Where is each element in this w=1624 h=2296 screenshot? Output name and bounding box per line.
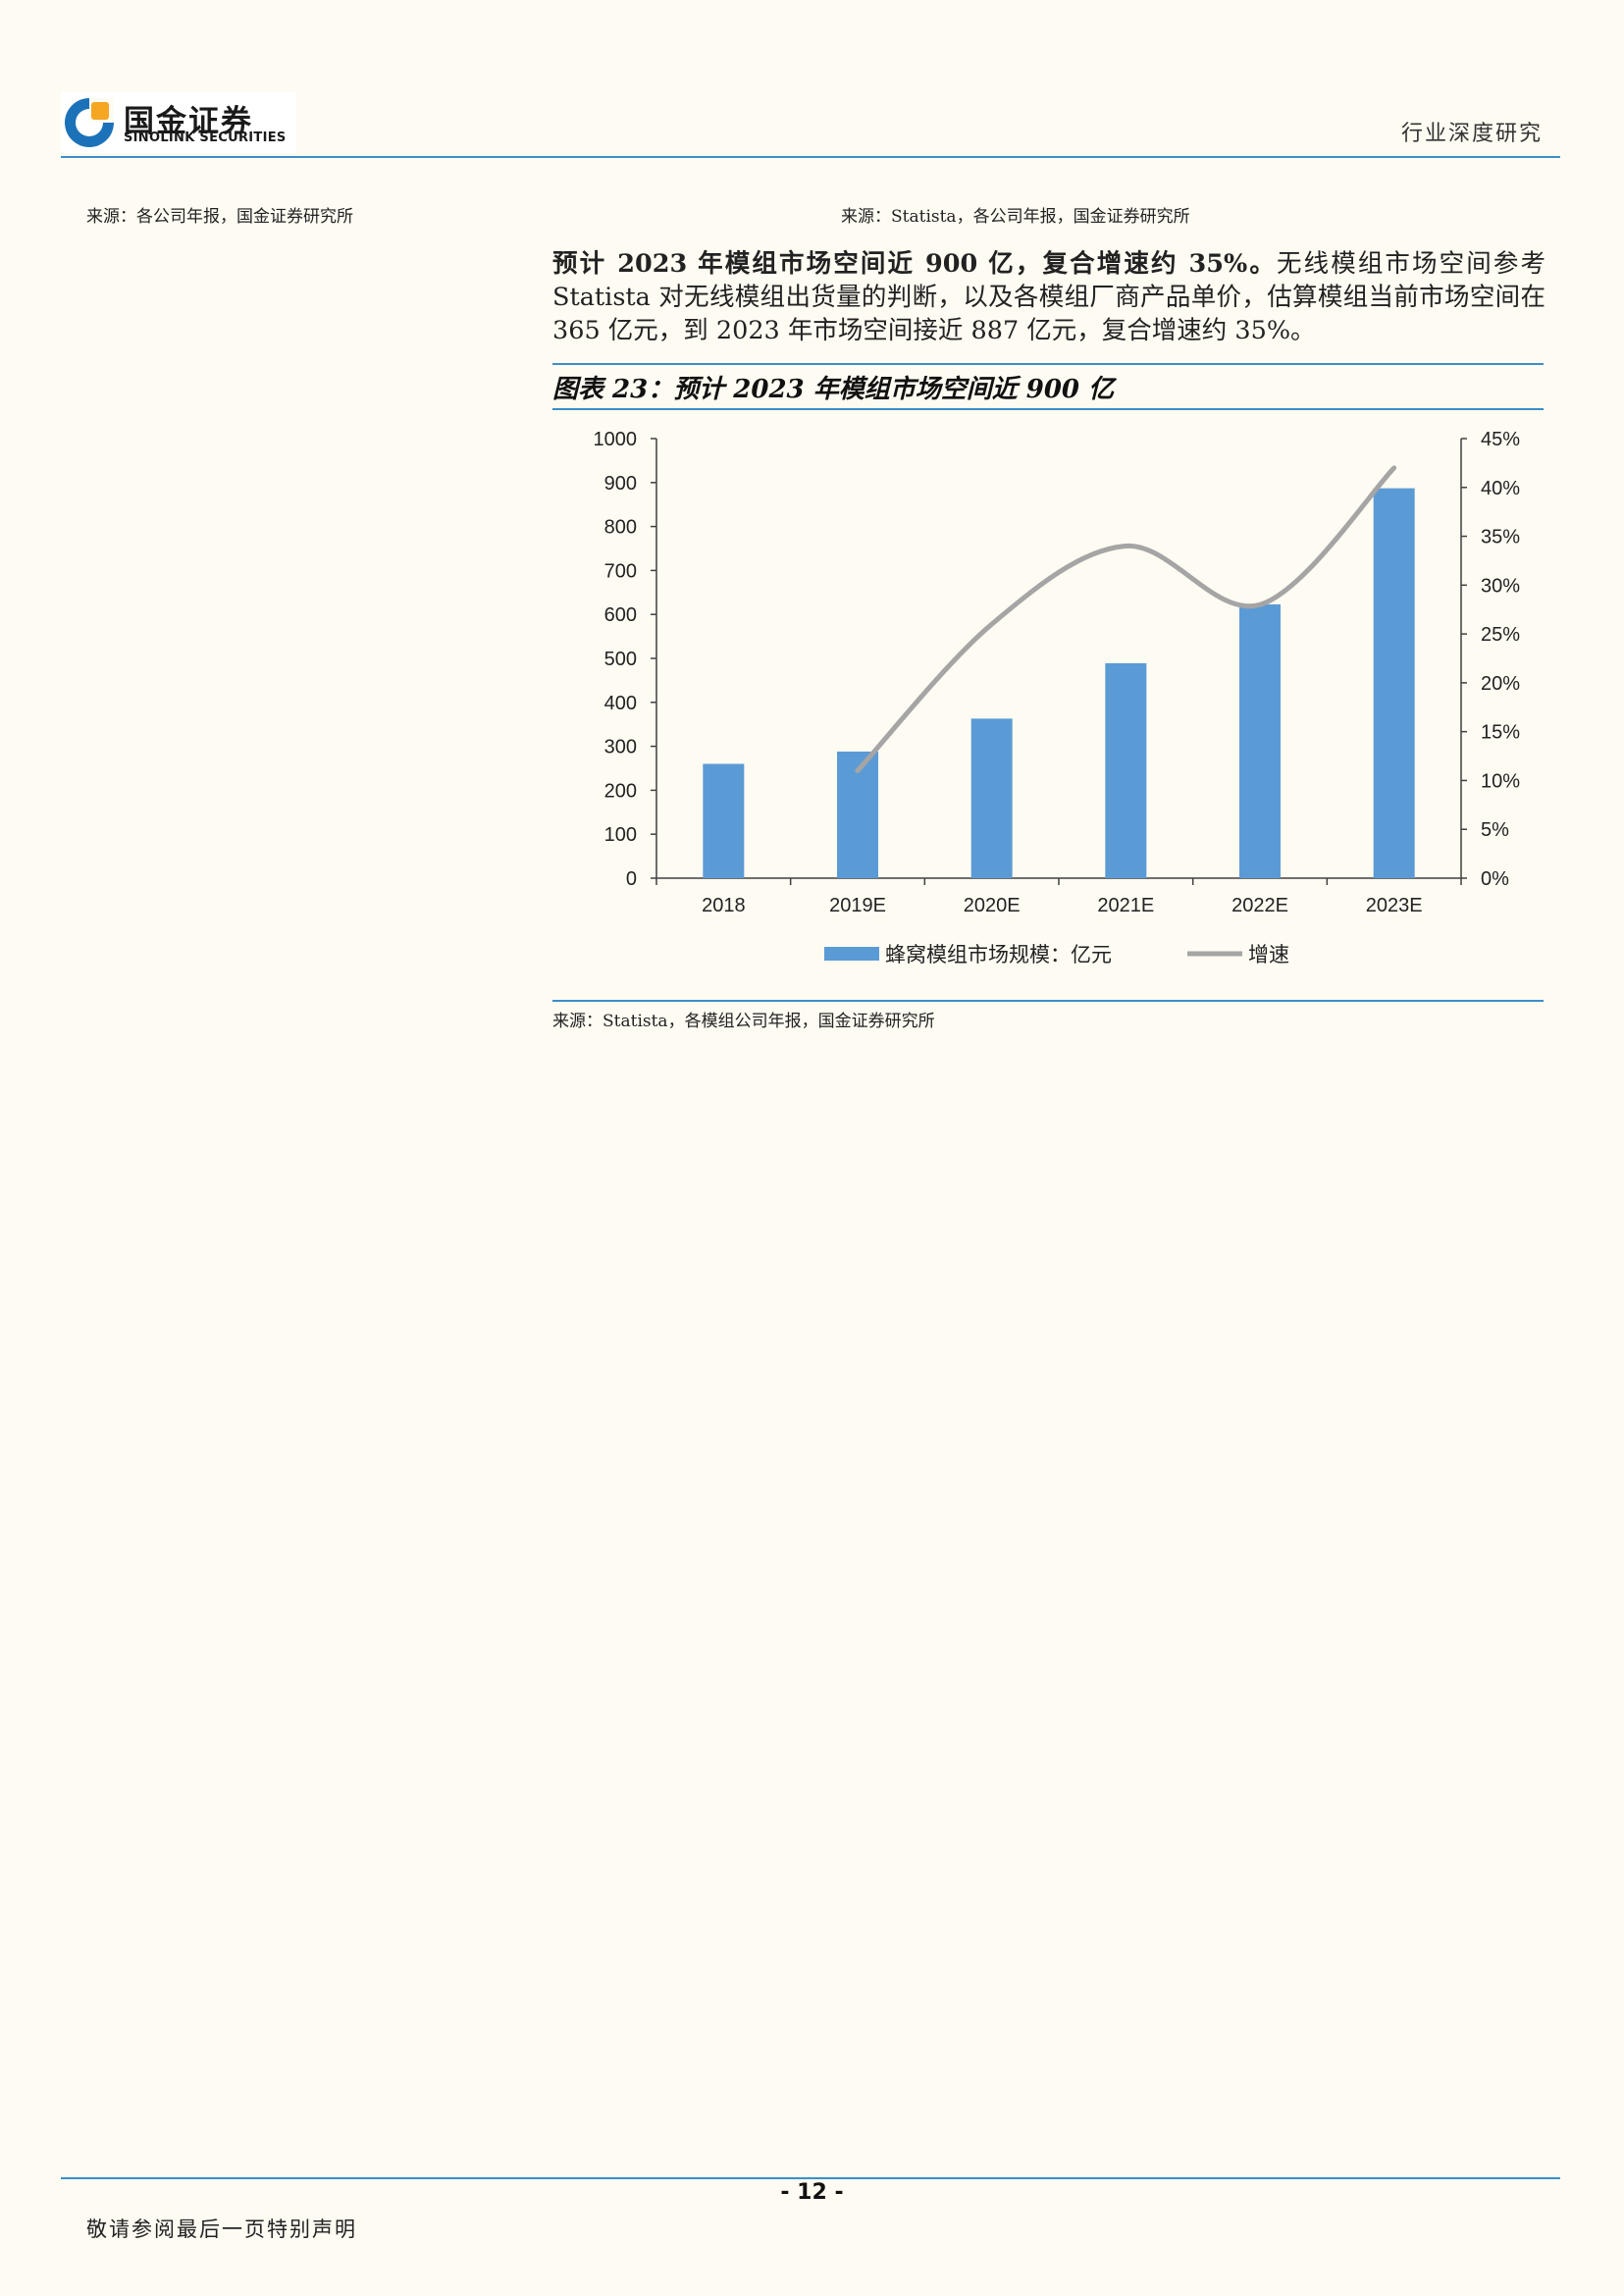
left-axis-tick-label: 100 (604, 824, 637, 846)
left-axis-tick-label: 400 (604, 693, 637, 714)
paragraph-body: 无线模组市场空间参考 Statista 对无线模组出货量的判断，以及各模组厂商产… (552, 249, 1545, 345)
report-type: 行业深度研究 (1400, 122, 1543, 146)
left-axis-tick-label: 0 (626, 868, 637, 890)
bar-2018 (703, 763, 745, 878)
right-axis-tick-label: 5% (1481, 819, 1509, 841)
figure-top-rule (552, 363, 1544, 365)
logo-english-name: SINOLINK SECURITIES (124, 130, 287, 145)
x-axis-label: 2022E (1231, 895, 1288, 916)
source-note-right: 来源：Statista，各公司年报，国金证券研究所 (841, 207, 1190, 227)
figure-title-rule (552, 408, 1544, 410)
right-axis-tick-label: 20% (1481, 673, 1520, 695)
page-number: - 12 - (780, 2180, 844, 2205)
x-axis-label: 2018 (702, 895, 746, 916)
bar-2023E (1373, 488, 1415, 878)
left-axis-tick-label: 900 (604, 473, 637, 495)
module-market-chart: 0 100 200 300 400 500 600 700 800 900 1000 0% 5% 10% 1… (552, 412, 1544, 1001)
right-axis-tick-label: 15% (1481, 722, 1520, 744)
right-axis-tick-label: 40% (1481, 478, 1520, 499)
source-note-left: 来源：各公司年报，国金证券研究所 (86, 207, 353, 227)
bar-2020E (970, 718, 1013, 878)
paragraph-lead: 预计 2023 年模组市场空间近 900 亿，复合增速约 35%。 (552, 249, 1277, 279)
right-axis-tick-label: 10% (1481, 770, 1520, 792)
chart-svg: 0 100 200 300 400 500 600 700 800 900 1000 0% 5% 10% 1… (594, 429, 1521, 966)
figure-title: 图表 23：预计 2023 年模组市场空间近 900 亿 (552, 375, 1115, 404)
right-axis-tick-label: 0% (1481, 868, 1509, 890)
left-axis-tick-label: 600 (604, 604, 637, 626)
legend-line-label: 增速 (1248, 944, 1289, 966)
growth-rate-line (855, 465, 1397, 773)
legend-bar-swatch (824, 947, 879, 961)
bar-2022E (1239, 603, 1281, 878)
x-axis-label: 2020E (964, 895, 1021, 916)
left-axis-tick-label: 700 (604, 560, 637, 582)
left-axis-tick-label: 1000 (594, 429, 638, 450)
left-axis-tick-label: 200 (604, 780, 637, 802)
right-axis-tick-label: 35% (1481, 527, 1520, 548)
logo-chinese-name: 国金证券 (124, 104, 253, 139)
right-axis-tick-label: 45% (1481, 429, 1520, 450)
body-paragraph: 预计 2023 年模组市场空间近 900 亿，复合增速约 35%。无线模组市场空… (552, 247, 1545, 347)
left-axis-tick-label: 300 (604, 737, 637, 758)
figure-source: 来源：Statista，各模组公司年报，国金证券研究所 (552, 1012, 935, 1031)
left-axis-tick-label: 800 (604, 517, 637, 539)
header-divider (61, 156, 1560, 158)
x-axis-label: 2021E (1097, 895, 1154, 916)
left-axis-tick-label: 500 (604, 649, 637, 670)
x-axis-label: 2023E (1366, 895, 1423, 916)
footer-divider (61, 2177, 1560, 2179)
right-axis-tick-label: 30% (1481, 575, 1520, 597)
bar-2021E (1105, 662, 1147, 878)
right-axis-tick-label: 25% (1481, 624, 1520, 646)
x-axis-label: 2019E (829, 895, 886, 916)
sinolink-logo-icon (63, 96, 116, 149)
legend-bar-label: 蜂窝模组市场规模：亿元 (885, 944, 1112, 966)
figure-bottom-rule (552, 1000, 1544, 1002)
disclaimer-note: 敬请参阅最后一页特别声明 (86, 2218, 357, 2241)
